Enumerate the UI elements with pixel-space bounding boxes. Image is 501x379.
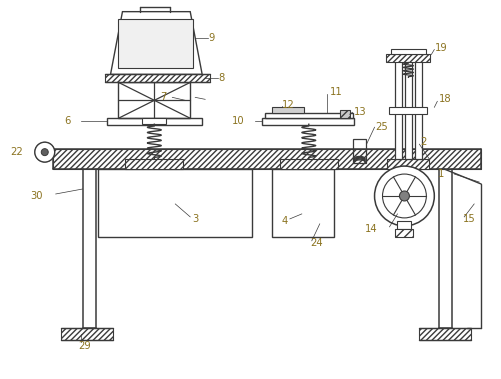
Text: 30: 30 <box>30 191 43 201</box>
Text: 3: 3 <box>192 214 198 224</box>
Text: 24: 24 <box>310 238 323 248</box>
Bar <box>419 329 471 340</box>
Text: 6: 6 <box>64 116 71 126</box>
Bar <box>125 159 183 169</box>
Bar <box>272 169 334 237</box>
Text: 13: 13 <box>354 107 366 117</box>
Bar <box>272 107 304 113</box>
Text: 1: 1 <box>438 169 444 179</box>
Bar <box>395 229 413 237</box>
Bar <box>386 55 430 63</box>
Bar <box>53 149 481 169</box>
Bar <box>118 82 190 118</box>
Polygon shape <box>111 12 202 74</box>
Text: 22: 22 <box>10 147 23 157</box>
Text: 14: 14 <box>365 224 378 234</box>
Bar <box>405 58 412 159</box>
Bar <box>118 19 193 69</box>
Bar <box>391 49 426 55</box>
Text: 2: 2 <box>420 137 427 147</box>
Bar <box>415 58 422 159</box>
Text: 8: 8 <box>218 74 224 83</box>
Bar <box>395 58 402 159</box>
Text: 7: 7 <box>160 92 167 102</box>
Circle shape <box>375 166 434 226</box>
Bar <box>397 221 411 229</box>
Text: 19: 19 <box>435 42 448 53</box>
Bar <box>265 113 353 118</box>
Text: 15: 15 <box>463 214 476 224</box>
Text: 9: 9 <box>208 33 214 42</box>
Bar <box>61 329 113 340</box>
Text: 12: 12 <box>282 100 295 110</box>
Text: 11: 11 <box>330 87 343 97</box>
Text: 4: 4 <box>282 216 288 226</box>
Bar <box>389 107 427 114</box>
Bar <box>280 159 338 169</box>
Bar <box>105 74 210 82</box>
Bar <box>353 139 366 163</box>
Circle shape <box>41 149 48 156</box>
Text: 25: 25 <box>376 122 388 132</box>
Bar <box>142 118 166 124</box>
Text: 10: 10 <box>231 116 244 126</box>
Text: 29: 29 <box>79 341 91 351</box>
Text: 18: 18 <box>439 94 452 104</box>
Bar <box>387 159 429 169</box>
Bar <box>107 118 202 125</box>
Circle shape <box>35 142 55 162</box>
Bar <box>262 118 354 125</box>
Bar <box>98 169 252 237</box>
Bar <box>340 110 350 118</box>
Circle shape <box>399 191 409 201</box>
